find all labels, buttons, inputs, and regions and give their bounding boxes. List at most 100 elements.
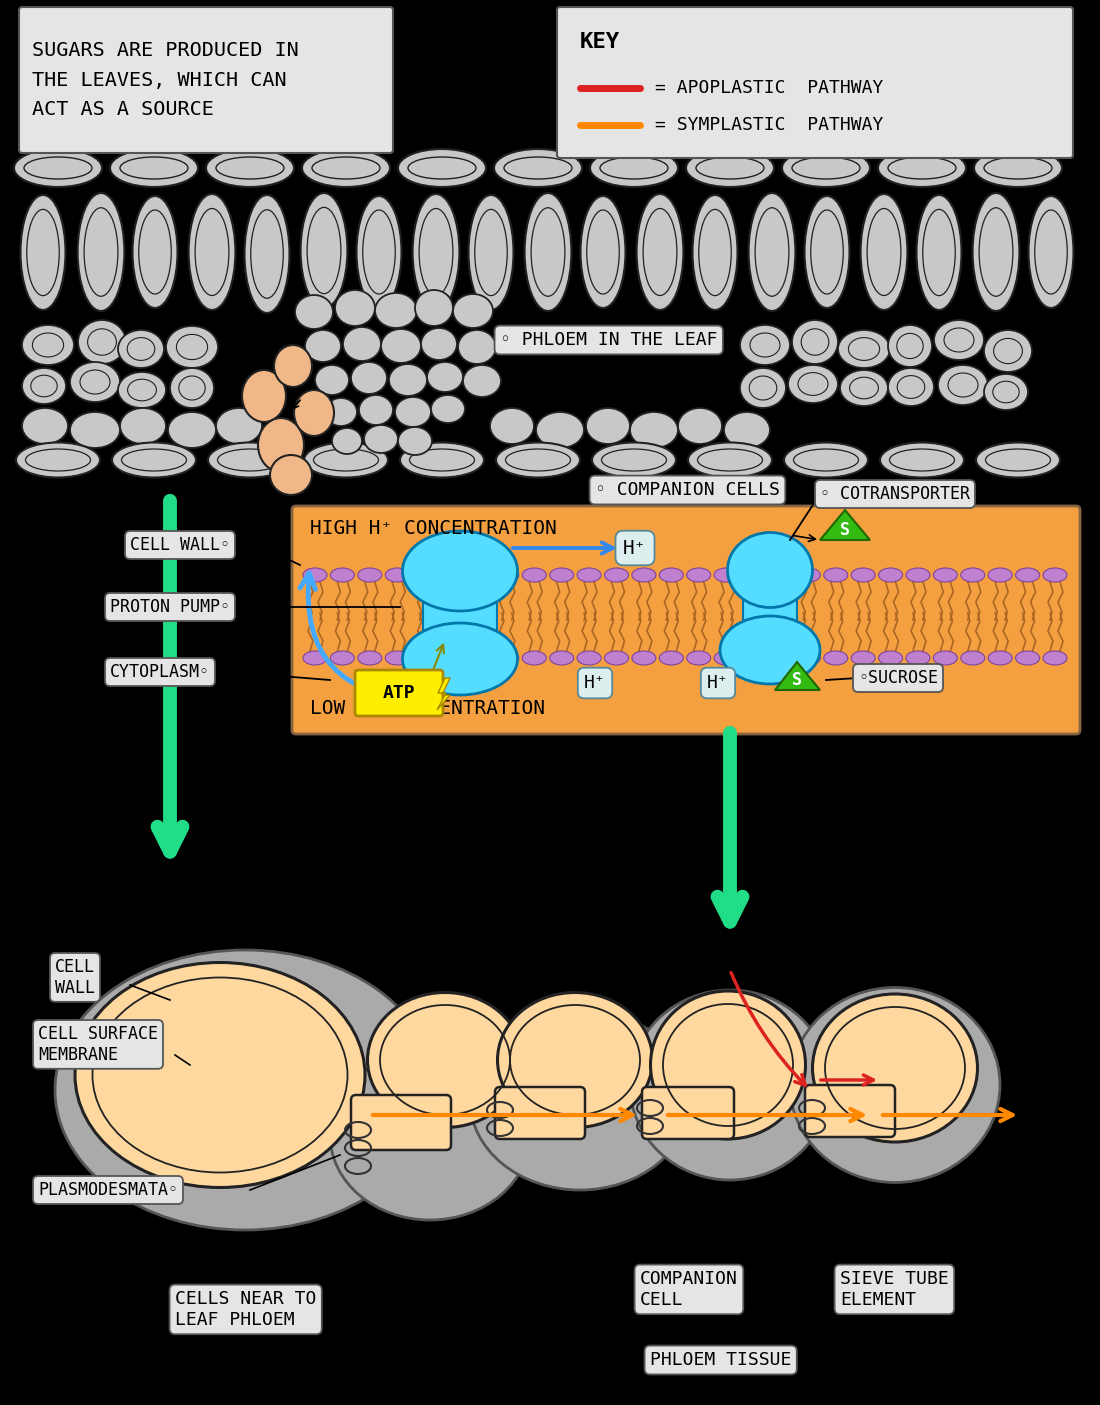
Ellipse shape (727, 532, 813, 607)
Text: PLASMODESMATA◦: PLASMODESMATA◦ (39, 1182, 178, 1198)
Ellipse shape (693, 195, 737, 311)
Polygon shape (776, 662, 820, 690)
Ellipse shape (630, 412, 678, 448)
Ellipse shape (468, 651, 492, 665)
FancyBboxPatch shape (805, 1085, 895, 1137)
Ellipse shape (302, 149, 390, 187)
Ellipse shape (650, 991, 805, 1139)
Ellipse shape (22, 407, 68, 444)
Ellipse shape (324, 398, 358, 426)
Ellipse shape (637, 194, 683, 311)
Ellipse shape (888, 325, 932, 367)
Ellipse shape (888, 368, 934, 406)
Text: H⁺: H⁺ (707, 674, 729, 693)
Ellipse shape (605, 568, 628, 582)
Ellipse shape (22, 325, 74, 365)
Ellipse shape (495, 568, 519, 582)
Text: S: S (792, 672, 802, 688)
Ellipse shape (536, 412, 584, 448)
Text: ◦ PHLOEM IN THE LEAF: ◦ PHLOEM IN THE LEAF (500, 332, 717, 348)
Text: H⁺: H⁺ (584, 674, 606, 693)
Ellipse shape (395, 398, 431, 427)
Ellipse shape (960, 568, 984, 582)
Ellipse shape (782, 149, 870, 187)
Ellipse shape (686, 149, 774, 187)
Ellipse shape (305, 330, 341, 362)
Ellipse shape (78, 192, 124, 311)
Ellipse shape (385, 651, 409, 665)
Ellipse shape (988, 568, 1012, 582)
Ellipse shape (878, 149, 966, 187)
Text: SUGARS ARE PRODUCED IN
THE LEAVES, WHICH CAN
ACT AS A SOURCE: SUGARS ARE PRODUCED IN THE LEAVES, WHICH… (32, 41, 299, 119)
Ellipse shape (453, 294, 493, 327)
Text: ◦SUCROSE: ◦SUCROSE (858, 669, 938, 687)
Text: ◦ COMPANION CELLS: ◦ COMPANION CELLS (595, 481, 780, 499)
Ellipse shape (934, 320, 984, 360)
Ellipse shape (274, 346, 312, 386)
Ellipse shape (208, 443, 292, 478)
Text: COMPANION
CELL: COMPANION CELL (640, 1270, 738, 1309)
Ellipse shape (550, 651, 574, 665)
Ellipse shape (400, 443, 484, 478)
Ellipse shape (724, 412, 770, 448)
Ellipse shape (720, 615, 820, 684)
Ellipse shape (304, 443, 388, 478)
Ellipse shape (244, 195, 289, 313)
Ellipse shape (688, 443, 772, 478)
Text: PROTON PUMP◦: PROTON PUMP◦ (110, 599, 230, 615)
Ellipse shape (367, 992, 522, 1127)
Ellipse shape (22, 368, 66, 405)
Ellipse shape (1015, 568, 1040, 582)
Ellipse shape (906, 568, 930, 582)
Ellipse shape (364, 424, 398, 452)
Ellipse shape (330, 568, 354, 582)
Ellipse shape (78, 320, 126, 364)
FancyBboxPatch shape (355, 670, 443, 717)
Ellipse shape (458, 330, 496, 364)
Ellipse shape (188, 194, 235, 311)
Ellipse shape (769, 568, 793, 582)
Ellipse shape (879, 651, 903, 665)
Ellipse shape (118, 330, 164, 368)
Ellipse shape (714, 568, 738, 582)
Ellipse shape (1043, 651, 1067, 665)
Ellipse shape (490, 407, 534, 444)
FancyBboxPatch shape (19, 7, 393, 153)
Ellipse shape (522, 568, 547, 582)
FancyBboxPatch shape (292, 506, 1080, 733)
Ellipse shape (112, 443, 196, 478)
Ellipse shape (206, 149, 294, 187)
Ellipse shape (678, 407, 722, 444)
Ellipse shape (75, 962, 365, 1187)
Ellipse shape (330, 1050, 530, 1220)
Ellipse shape (375, 294, 417, 327)
Text: SIEVE TUBE
ELEMENT: SIEVE TUBE ELEMENT (840, 1270, 948, 1309)
Ellipse shape (216, 407, 262, 444)
FancyBboxPatch shape (742, 596, 797, 628)
Ellipse shape (1015, 651, 1040, 665)
Ellipse shape (463, 365, 500, 398)
Ellipse shape (934, 568, 957, 582)
Ellipse shape (385, 568, 409, 582)
Ellipse shape (984, 330, 1032, 372)
FancyBboxPatch shape (557, 7, 1072, 157)
Text: KEY: KEY (580, 32, 620, 52)
Ellipse shape (358, 651, 382, 665)
Ellipse shape (132, 197, 177, 308)
Ellipse shape (14, 149, 102, 187)
Ellipse shape (412, 651, 437, 665)
Ellipse shape (494, 149, 582, 187)
Ellipse shape (686, 568, 711, 582)
Text: CELL SURFACE
MEMBRANE: CELL SURFACE MEMBRANE (39, 1026, 158, 1064)
Ellipse shape (168, 412, 216, 448)
Text: HIGH H⁺ CONCENTRATION: HIGH H⁺ CONCENTRATION (310, 518, 557, 538)
Ellipse shape (332, 429, 362, 454)
Ellipse shape (880, 443, 964, 478)
Ellipse shape (1028, 197, 1074, 308)
Ellipse shape (749, 192, 795, 311)
Text: ◦ COTRANSPORTER: ◦ COTRANSPORTER (820, 485, 970, 503)
Ellipse shape (686, 651, 711, 665)
FancyArrowPatch shape (300, 573, 427, 700)
Ellipse shape (70, 412, 120, 448)
Ellipse shape (590, 149, 678, 187)
